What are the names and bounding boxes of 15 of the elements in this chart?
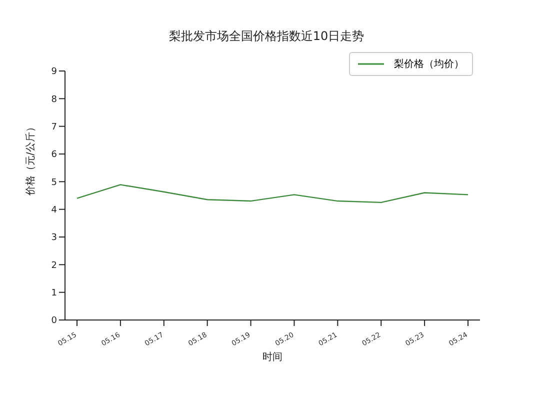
- y-tick-label: 4: [51, 206, 58, 216]
- line-series: [76, 184, 469, 204]
- y-tick-label: 3: [51, 233, 57, 244]
- y-tick-label: 0: [51, 316, 58, 326]
- y-tick-label: 8: [51, 94, 58, 105]
- y-axis-title: 价格（元/公斤）: [24, 122, 37, 196]
- legend-label: 梨价格（均价）: [394, 58, 464, 71]
- y-tick-label: 7: [51, 122, 57, 133]
- x-axis-title: 时间: [262, 351, 282, 363]
- y-tick-label: 1: [51, 288, 57, 299]
- y-tick-label: 5: [51, 178, 57, 188]
- chart-title: 梨批发市场全国价格指数近10日走势: [168, 28, 366, 45]
- y-tick-label: 6: [51, 150, 58, 160]
- y-tick-label: 9: [51, 67, 58, 78]
- y-tick-label: 2: [51, 260, 57, 271]
